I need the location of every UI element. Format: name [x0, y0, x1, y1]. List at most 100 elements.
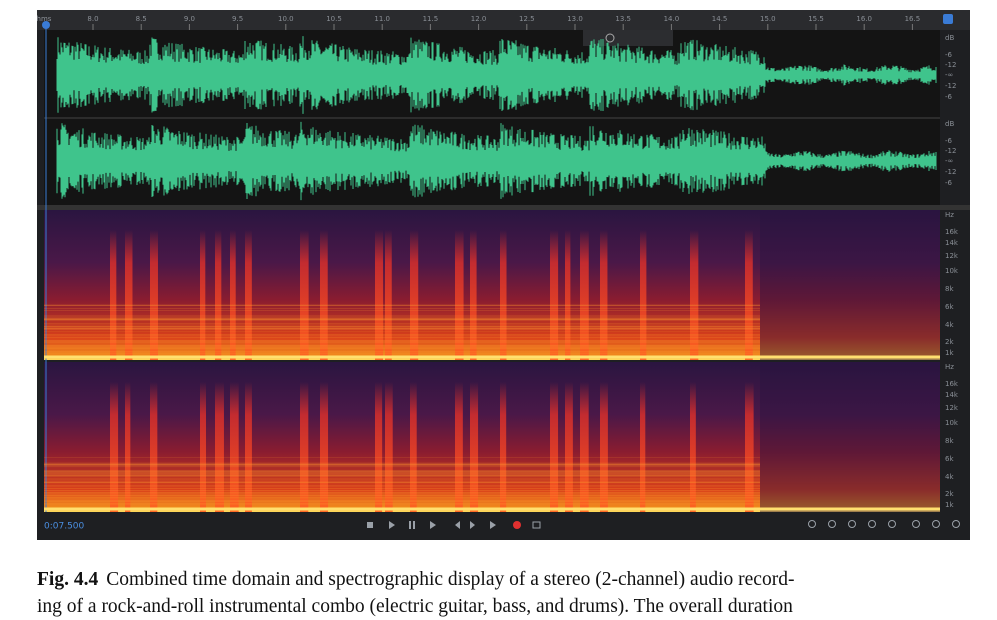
ruler-label: 13.0: [567, 15, 583, 23]
spectral-burst: [565, 230, 571, 360]
hz-label: 2k: [945, 338, 954, 346]
spectral-burst: [690, 382, 696, 512]
hz-label: Hz: [945, 363, 954, 371]
transport-controls[interactable]: [367, 520, 960, 530]
spectral-burst: [150, 230, 158, 360]
hz-label: 14k: [945, 239, 959, 247]
ruler-label: 16.0: [856, 15, 872, 23]
db-label: -12: [945, 147, 956, 155]
waveform: [56, 121, 937, 201]
db-label: -∞: [945, 71, 953, 79]
quiet-region: [760, 210, 940, 360]
spectral-burst: [410, 382, 417, 512]
spectral-burst: [230, 382, 239, 512]
spectral-burst: [565, 382, 573, 512]
spectral-burst: [215, 382, 224, 512]
spectral-burst: [375, 230, 384, 360]
hz-label: 4k: [945, 473, 954, 481]
play[interactable]: [389, 521, 395, 529]
ruler-label: 14.0: [664, 15, 680, 23]
record[interactable]: [513, 521, 521, 529]
spectral-burst: [230, 230, 236, 360]
spectral-burst: [320, 230, 328, 360]
ruler-label: 9.0: [184, 15, 195, 23]
caption-label: Fig. 4.4: [37, 569, 99, 590]
ruler-label: hms: [37, 15, 52, 23]
spectral-burst: [600, 382, 608, 512]
hz-label: 6k: [945, 303, 954, 311]
zoom-button[interactable]: [943, 14, 953, 24]
spectral-burst: [245, 230, 252, 360]
spectral-burst: [470, 382, 479, 512]
go-start[interactable]: [430, 521, 436, 529]
stop[interactable]: [367, 522, 373, 528]
pause[interactable]: [409, 521, 411, 529]
ruler-label: 14.5: [712, 15, 728, 23]
splitter: [37, 205, 970, 210]
spectral-burst: [125, 230, 133, 360]
ruler-label: 16.5: [905, 15, 921, 23]
hz-label: 16k: [945, 228, 959, 236]
db-label: dB: [945, 120, 954, 128]
ruler-label: 10.5: [326, 15, 342, 23]
ruler-label: 15.5: [808, 15, 824, 23]
ruler-label: 13.5: [615, 15, 631, 23]
pause[interactable]: [413, 521, 415, 529]
hz-label: 10k: [945, 419, 959, 427]
spectrogram-2: [44, 362, 940, 512]
spectral-burst: [245, 382, 252, 512]
transport-bar: [37, 512, 970, 540]
db-label: -6: [945, 179, 953, 187]
editor-screenshot: 0:07.500 hms 8.0 8.5 9.0 9.5 10.0 10.5 11.0 11.5…: [37, 10, 970, 540]
forward[interactable]: [470, 521, 475, 529]
hz-label: 4k: [945, 321, 954, 329]
spectral-burst: [150, 382, 158, 512]
spectral-burst: [200, 230, 206, 360]
ruler-label: 8.0: [87, 15, 98, 23]
spectral-burst: [550, 382, 559, 512]
rewind[interactable]: [455, 521, 460, 529]
ruler-label: 11.0: [374, 15, 390, 23]
spectral-burst: [745, 230, 753, 360]
hz-label: 12k: [945, 252, 959, 260]
hz-label: 10k: [945, 267, 959, 275]
spectral-burst: [550, 230, 559, 360]
db-label: -12: [945, 168, 956, 176]
generated: hms 8.0 8.5 9.0 9.5 10.0 10.5 11.0 11.5 12.0 12.5 1…: [37, 15, 970, 512]
go-end[interactable]: [490, 521, 496, 529]
hud[interactable]: [583, 30, 673, 46]
db-label: -12: [945, 82, 956, 90]
hz-label: 8k: [945, 437, 954, 445]
spectral-burst: [110, 230, 117, 360]
quiet-region: [760, 362, 940, 512]
timecode: 0:07.500: [44, 522, 85, 532]
spectrogram-1: [44, 210, 940, 360]
ruler-label: 12.5: [519, 15, 535, 23]
spectral-burst: [320, 382, 329, 512]
zoom-icons[interactable]: [808, 520, 960, 528]
ruler-label: 8.5: [136, 15, 147, 23]
hz-label: 1k: [945, 501, 954, 509]
spectral-burst: [385, 382, 393, 512]
ruler: [37, 10, 970, 30]
hz-label: 14k: [945, 391, 959, 399]
hz-label: Hz: [945, 211, 954, 219]
spectral-burst: [640, 230, 647, 360]
spectral-burst: [455, 382, 463, 512]
loop[interactable]: [532, 521, 541, 529]
hz-label: 6k: [945, 455, 954, 463]
spectral-burst: [300, 230, 309, 360]
hud-knob[interactable]: [605, 33, 615, 43]
hz-label: 16k: [945, 380, 959, 388]
waveform: [56, 36, 937, 114]
db-label: -12: [945, 61, 956, 69]
spectral-burst: [500, 382, 507, 512]
spectral-burst: [580, 382, 589, 512]
ruler-label: 10.0: [278, 15, 294, 23]
spectral-burst: [200, 382, 207, 512]
hz-label: 2k: [945, 490, 954, 498]
caption-line: Fig. 4.4 Combined time domain and spectro…: [37, 566, 977, 593]
hz-axis: [940, 362, 970, 512]
spectral-burst: [410, 230, 419, 360]
